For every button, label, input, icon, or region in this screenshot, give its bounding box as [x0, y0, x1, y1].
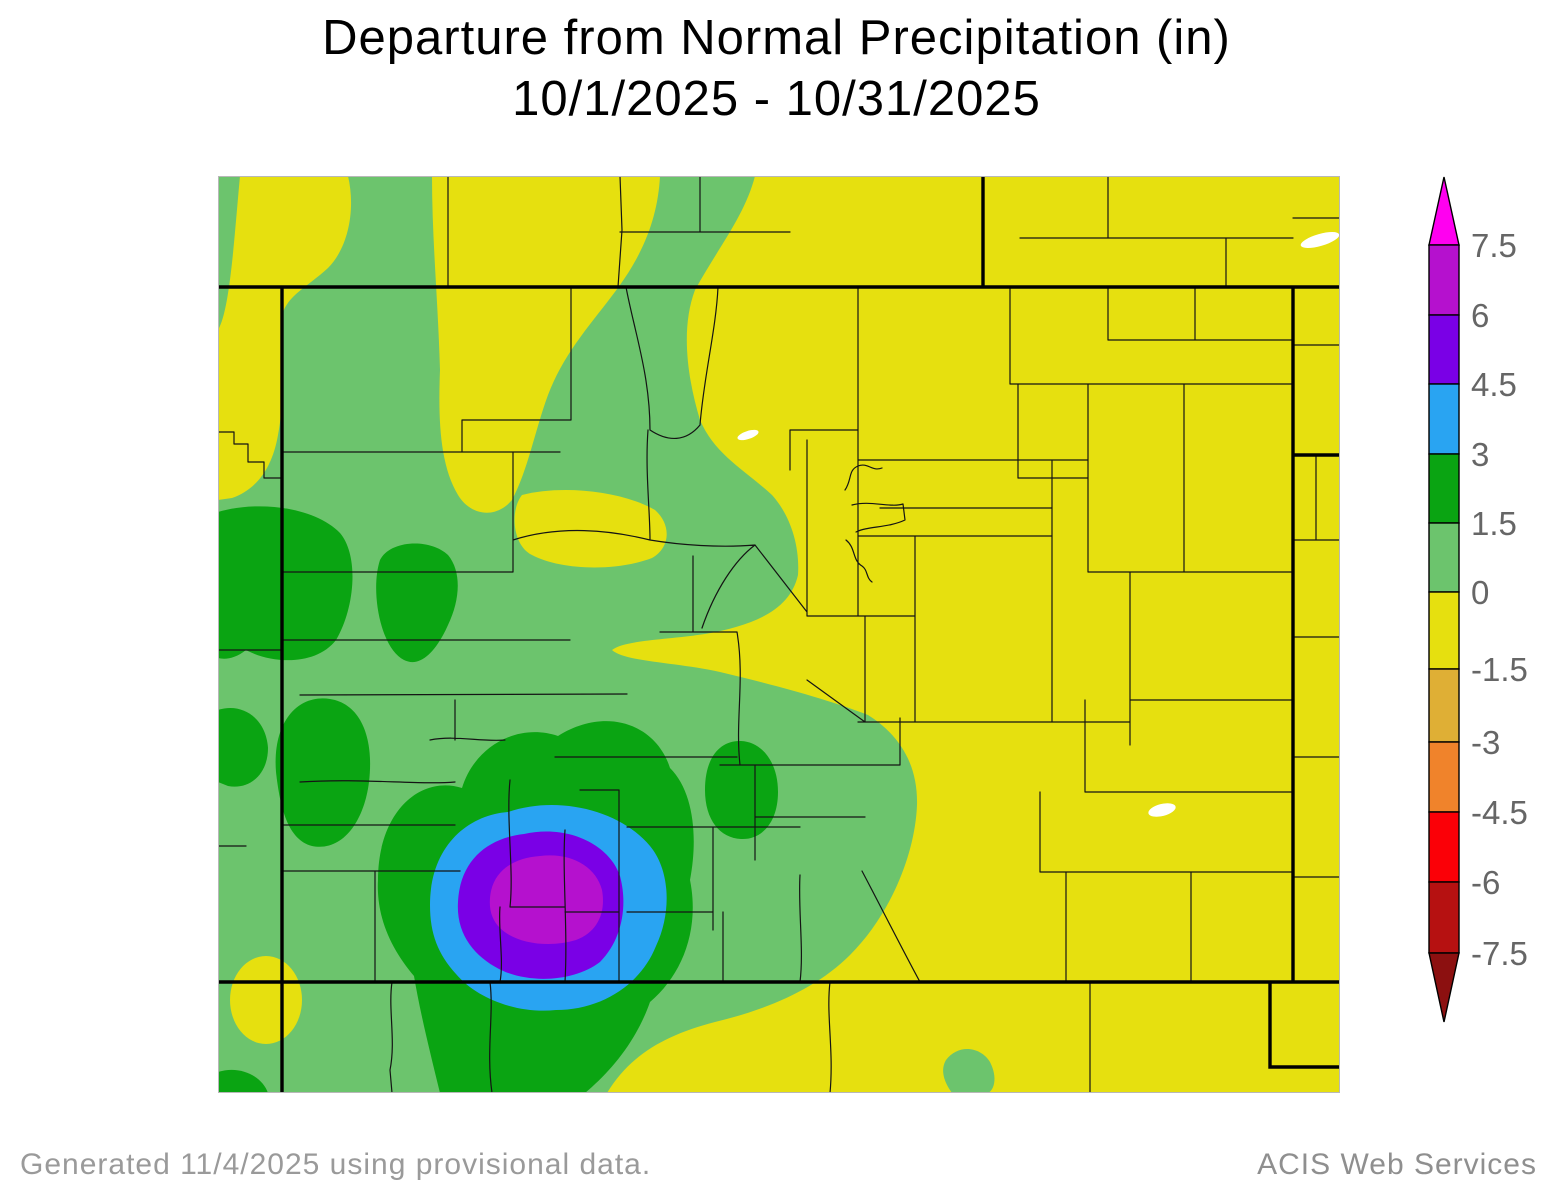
contour-green-west-edge-lower — [218, 707, 268, 787]
legend-swatch-6-7.5 — [1428, 244, 1460, 316]
generated-timestamp: Generated 11/4/2025 using provisional da… — [20, 1148, 652, 1181]
nodata-hole-nebraska — [1300, 232, 1340, 248]
legend-tick-3: 3 — [1471, 436, 1489, 473]
legend-tick-1.5: 1.5 — [1471, 505, 1517, 542]
legend-swatch-neg7.5-neg6 — [1428, 881, 1460, 954]
legend-swatch-0-1.5 — [1428, 522, 1460, 593]
contour-yellow-southwest-blob — [230, 956, 302, 1044]
nodata-hole-grand — [737, 429, 759, 441]
contour-lightgreen-newmexico-spot — [943, 1048, 995, 1093]
contour-green-san-miguel-blob — [275, 698, 371, 847]
legend-swatch-below-min — [1428, 952, 1460, 1023]
legend-tick-0: 0 — [1471, 574, 1489, 611]
legend-swatch-neg6-neg4.5 — [1428, 811, 1460, 883]
legend-swatch-3-4.5 — [1428, 383, 1460, 455]
title-line-2: 10/1/2025 - 10/31/2025 — [512, 72, 1041, 127]
contour-green-bottom-left-corner — [218, 1069, 268, 1093]
contour-green-west-edge — [218, 506, 353, 661]
source-credit: ACIS Web Services — [1257, 1148, 1537, 1181]
legend-swatch-1.5-3 — [1428, 453, 1460, 524]
legend-swatch-neg4.5-neg3 — [1428, 741, 1460, 813]
legend-tick-4.5: 4.5 — [1471, 366, 1517, 403]
map-frame — [218, 176, 1340, 1093]
legend-tick-6: 6 — [1471, 297, 1489, 334]
contour-yellow-north-center — [432, 176, 660, 513]
nodata-hole-cheyenne — [1148, 803, 1176, 817]
legend-swatch-4.5-6 — [1428, 314, 1460, 385]
precipitation-map — [218, 176, 1340, 1093]
chart-title: Departure from Normal Precipitation (in)… — [0, 8, 1553, 131]
legend-tick-neg7.5: -7.5 — [1471, 935, 1528, 972]
county-boundaries — [218, 176, 1340, 1093]
contour-green-central-blob — [376, 543, 458, 663]
legend-swatch-above-max — [1428, 176, 1460, 246]
legend-tick-neg6: -6 — [1471, 864, 1500, 901]
legend-tick-neg1.5: -1.5 — [1471, 651, 1528, 688]
contour-green-wet-mountains-blob — [705, 740, 778, 840]
legend-tick-neg3: -3 — [1471, 724, 1500, 761]
contour-purple-core — [489, 855, 603, 944]
contour-yellow-northwest-band — [218, 176, 352, 500]
legend-tick-7.5: 7.5 — [1471, 227, 1517, 264]
state-boundaries — [218, 176, 1340, 1093]
legend-tick-neg4.5: -4.5 — [1471, 794, 1528, 831]
title-line-1: Departure from Normal Precipitation (in) — [322, 11, 1231, 65]
contour-yellow-eagle-patch — [514, 490, 667, 568]
color-scale-legend: 7.5 6 4.5 3 1.5 0 -1.5 -3 -4.5 -6 -7.5 — [1428, 176, 1528, 1023]
legend-swatch-neg1.5-0 — [1428, 591, 1460, 670]
legend-swatch-neg3-neg1.5 — [1428, 668, 1460, 743]
